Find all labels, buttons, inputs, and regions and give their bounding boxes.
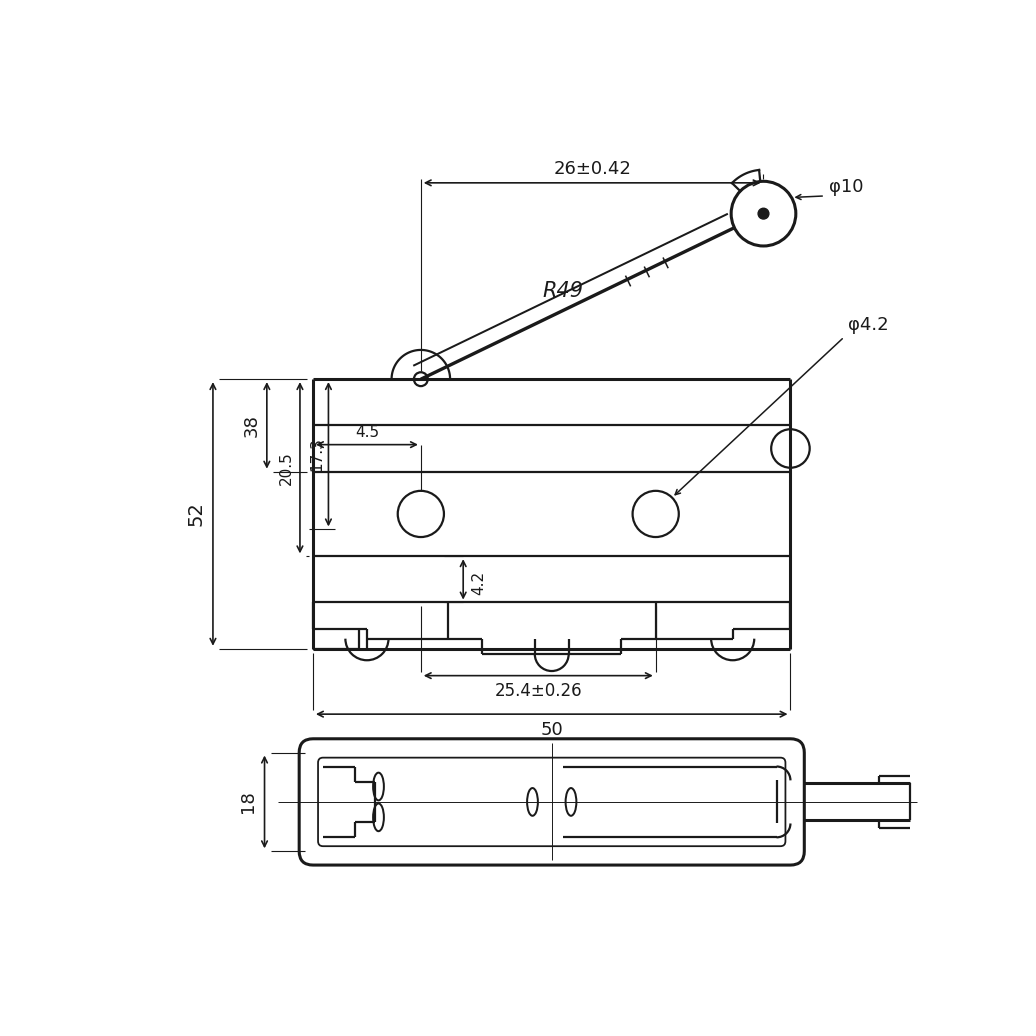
- Text: 50: 50: [541, 721, 564, 739]
- Text: 20.5: 20.5: [279, 451, 293, 485]
- Text: R49: R49: [543, 281, 584, 300]
- Text: φ10: φ10: [829, 178, 863, 196]
- Text: 4.5: 4.5: [355, 425, 379, 440]
- Text: 18: 18: [238, 790, 257, 813]
- Text: 17.3: 17.3: [310, 437, 324, 471]
- Text: 4.2: 4.2: [471, 571, 486, 596]
- Text: 52: 52: [186, 501, 205, 526]
- Text: 26±0.42: 26±0.42: [553, 160, 631, 178]
- Text: 38: 38: [242, 414, 260, 437]
- Circle shape: [758, 208, 769, 219]
- Text: φ4.2: φ4.2: [848, 316, 889, 335]
- Text: 25.4±0.26: 25.4±0.26: [494, 682, 582, 700]
